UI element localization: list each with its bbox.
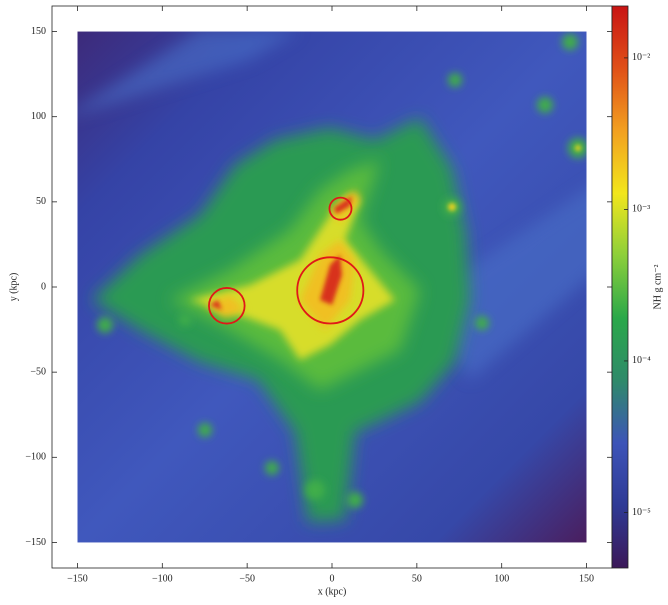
colorbar-tick-label: 10⁻³	[632, 204, 650, 215]
y-tick-label: −100	[25, 452, 46, 463]
y-tick-label: −150	[25, 537, 46, 548]
y-tick-label: −50	[30, 366, 46, 377]
x-axis-label: x (kpc)	[318, 586, 347, 597]
colorbar-tick-label: 10⁻⁴	[632, 355, 651, 366]
y-axis-label: y (kpc)	[8, 273, 19, 302]
x-tick-label: 0	[330, 573, 335, 584]
colorbar-tick-label: 10⁻⁵	[632, 507, 651, 518]
y-tick-label: 150	[31, 26, 46, 37]
x-tick-label: 50	[412, 573, 422, 584]
x-tick-label: −50	[239, 573, 255, 584]
x-tick-label: 150	[579, 573, 594, 584]
chart: x (kpc) y (kpc) NH g cm⁻² −150 −100 −50 0 50…	[0, 0, 668, 600]
colorbar-tick-label: 10⁻²	[632, 52, 650, 63]
colorbar-label: NH g cm⁻²	[652, 265, 663, 310]
x-tick-label: −150	[67, 573, 88, 584]
y-tick-label: 100	[31, 111, 46, 122]
density-map	[60, 30, 610, 542]
x-tick-label: −100	[152, 573, 173, 584]
colorbar	[612, 6, 628, 568]
x-tick-label: 100	[494, 573, 509, 584]
y-tick-label: 0	[41, 281, 46, 292]
y-tick-label: 50	[36, 196, 46, 207]
